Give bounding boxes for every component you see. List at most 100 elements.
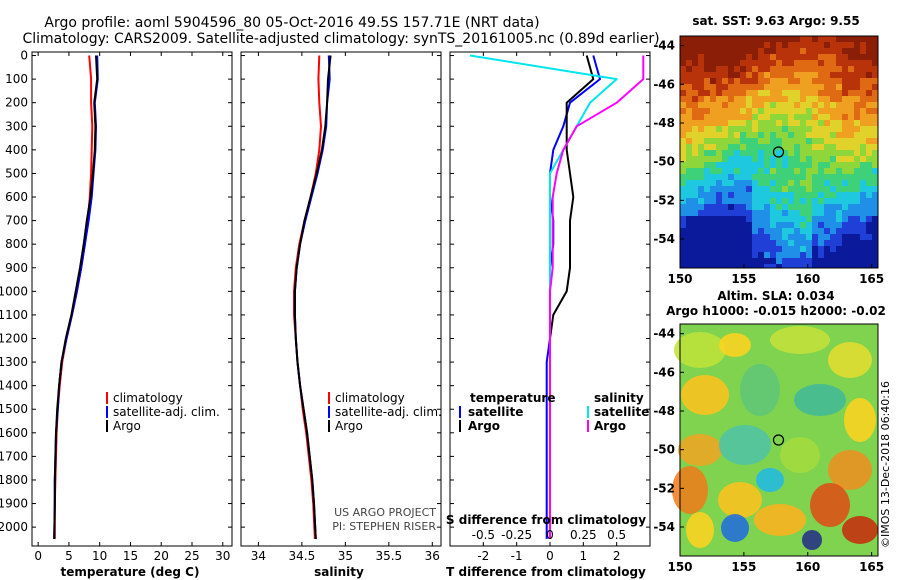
sst-cell [722, 96, 728, 102]
sst-cell [740, 36, 746, 42]
sst-cell [848, 168, 854, 174]
sst-cell [854, 48, 860, 54]
sst-cell [866, 102, 872, 108]
sst-cell [752, 144, 758, 150]
sst-cell [764, 72, 770, 78]
sst-cell [848, 150, 854, 156]
sst-cell [806, 102, 812, 108]
sst-cell [698, 132, 704, 138]
sst-cell [710, 204, 716, 210]
sst-cell [788, 192, 794, 198]
sst-cell [728, 210, 734, 216]
sst-cell [728, 216, 734, 222]
depth-tick-label: 600 [5, 190, 28, 204]
sst-cell [716, 132, 722, 138]
lon-tick-label: 160 [795, 560, 820, 574]
sst-cell [854, 54, 860, 60]
sst-cell [734, 72, 740, 78]
sst-cell [680, 240, 686, 246]
sst-cell [704, 198, 710, 204]
sst-cell [776, 78, 782, 84]
sst-cell [710, 84, 716, 90]
sst-cell [752, 210, 758, 216]
sst-cell [710, 60, 716, 66]
sst-cell [752, 174, 758, 180]
sst-cell [692, 102, 698, 108]
difference-axis-label: T difference from climatology [446, 565, 646, 579]
sst-cell [758, 90, 764, 96]
sst-cell [872, 48, 878, 54]
salinity-plot-frame [240, 51, 442, 547]
sst-cell [824, 258, 830, 264]
sst-cell [776, 180, 782, 186]
sst-cell [740, 126, 746, 132]
sst-cell [866, 240, 872, 246]
sst-cell [860, 186, 866, 192]
sst-cell [704, 126, 710, 132]
difference-depth-ticks [450, 55, 650, 528]
sst-cell [710, 234, 716, 240]
sst-cell [740, 246, 746, 252]
sst-cell [812, 90, 818, 96]
sst-cell [716, 66, 722, 72]
sst-cell [692, 240, 698, 246]
sst-cell [698, 246, 704, 252]
sst-cell [728, 96, 734, 102]
salinity-axis-label: salinity [314, 565, 364, 579]
sla-anomaly-blob [678, 434, 722, 466]
salinity-difference-scale: -0.5 -0.25 0 0.25 0.5 [472, 528, 627, 542]
sst-cell [866, 258, 872, 264]
sst-cell [854, 156, 860, 162]
sst-cell [842, 156, 848, 162]
sst-cell [800, 78, 806, 84]
sst-cell [740, 216, 746, 222]
sst-cell [716, 126, 722, 132]
sst-cell [836, 198, 842, 204]
sst-cell [800, 258, 806, 264]
sst-cell [746, 132, 752, 138]
sst-cell [866, 210, 872, 216]
sst-cell [776, 114, 782, 120]
sst-cell [752, 198, 758, 204]
sst-cell [680, 78, 686, 84]
sst-cell [776, 216, 782, 222]
sst-cell [824, 156, 830, 162]
sst-cell [686, 66, 692, 72]
sst-cell [830, 66, 836, 72]
lat-tick-label: -50 [653, 155, 675, 169]
sst-cell [764, 54, 770, 60]
sst-cell [818, 138, 824, 144]
sst-cell [818, 258, 824, 264]
sst-cell [860, 156, 866, 162]
sst-cell [776, 126, 782, 132]
sst-cell [860, 168, 866, 174]
x-tick-label: 35.5 [375, 549, 402, 563]
sst-cell [710, 138, 716, 144]
lon-tick-label: 160 [795, 272, 820, 286]
sst-cell [722, 144, 728, 150]
sst-cell [710, 66, 716, 72]
sst-cell [860, 60, 866, 66]
sst-cell [866, 174, 872, 180]
sst-cell [830, 192, 836, 198]
sst-cell [842, 114, 848, 120]
salinity-panel: 34 34.5 35 35.5 36 salinity climatology sate… [240, 51, 442, 579]
sst-cell [794, 228, 800, 234]
sst-cell [824, 126, 830, 132]
sst-cell [770, 120, 776, 126]
sst-cell [872, 102, 878, 108]
sla-anomaly-blob [802, 530, 822, 550]
sst-cell [848, 90, 854, 96]
sst-cell [860, 42, 866, 48]
sst-cell [824, 42, 830, 48]
sst-cell [770, 192, 776, 198]
sst-cell [752, 162, 758, 168]
sst-cell [806, 204, 812, 210]
sst-cell [812, 48, 818, 54]
sst-cell [680, 222, 686, 228]
sst-cell [842, 264, 848, 268]
sst-cell [722, 198, 728, 204]
sst-cell [782, 90, 788, 96]
depth-tick-label: 1500 [0, 402, 28, 416]
sst-cell [806, 162, 812, 168]
